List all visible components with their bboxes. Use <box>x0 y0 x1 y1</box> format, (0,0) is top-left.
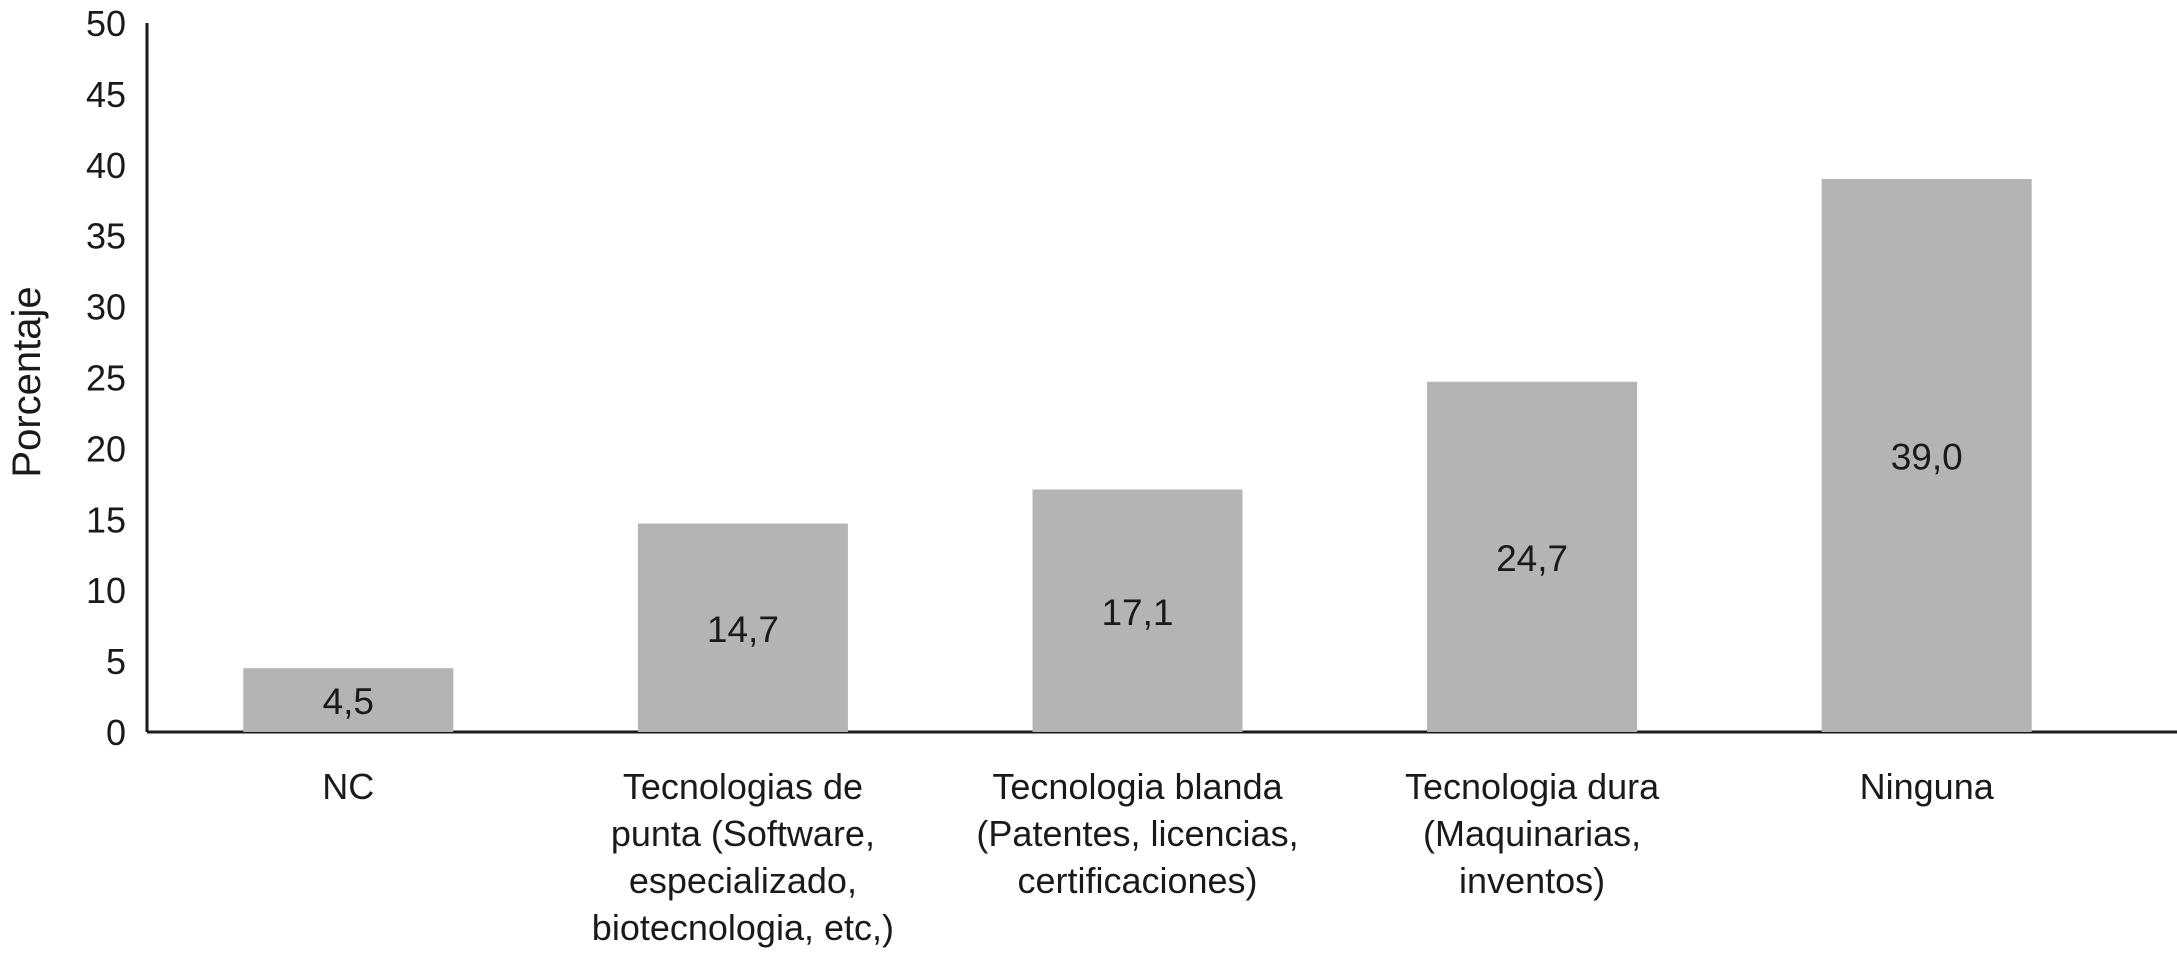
bar <box>243 668 454 732</box>
x-category-label-line: (Patentes, licencias, <box>976 813 1298 854</box>
x-category-label-line: inventos) <box>1459 860 1605 901</box>
bar <box>637 523 848 732</box>
data-label: 17,1 <box>1101 592 1173 633</box>
y-tick-label: 10 <box>86 570 126 611</box>
y-tick-label: 50 <box>86 3 126 44</box>
x-category-label-line: punta (Software, <box>611 813 875 854</box>
x-category-label-line: Ninguna <box>1860 766 1995 807</box>
x-category-label: Tecnologia blanda (Patentes, licencias, ce… <box>976 766 1298 901</box>
data-label: 24,7 <box>1496 538 1568 579</box>
x-category-label: NC <box>322 766 374 807</box>
y-tick-label: 35 <box>86 216 126 257</box>
x-category-label-line: Tecnologias de <box>623 766 863 807</box>
data-labels: 4,5 14,7 17,1 24,7 39,0 <box>323 436 1963 722</box>
bars <box>243 178 2032 733</box>
y-tick-label: 0 <box>106 712 126 753</box>
x-axis-category-labels: NC Tecnologias de punta (Software, especial… <box>322 766 1994 948</box>
y-tick-label: 20 <box>86 428 126 469</box>
y-tick-label: 25 <box>86 358 126 399</box>
y-tick-label: 30 <box>86 287 126 328</box>
x-category-label: Ninguna <box>1860 766 1995 807</box>
data-label: 4,5 <box>323 681 374 722</box>
data-label: 39,0 <box>1891 436 1963 477</box>
x-category-label-line: Tecnologia blanda <box>992 766 1283 807</box>
bar <box>1821 178 2032 733</box>
x-category-label-line: especializado, <box>629 860 857 901</box>
x-category-label-line: biotecnologia, etc,) <box>592 907 894 948</box>
y-axis-ticks: 0 5 10 15 20 25 30 35 40 45 50 <box>86 3 126 753</box>
y-tick-label: 40 <box>86 145 126 186</box>
data-label: 14,7 <box>707 609 779 650</box>
x-category-label-line: (Maquinarias, <box>1423 813 1641 854</box>
x-category-label-line: certificaciones) <box>1017 860 1257 901</box>
y-axis-title: Porcentaje <box>5 286 49 477</box>
y-tick-label: 5 <box>106 641 126 682</box>
x-category-label-line: NC <box>322 766 374 807</box>
x-category-label-line: Tecnologia dura <box>1405 766 1660 807</box>
x-category-label: Tecnologias de punta (Software, especializ… <box>592 766 894 948</box>
bar <box>1427 381 1638 732</box>
x-category-label: Tecnologia dura (Maquinarias, inventos) <box>1405 766 1660 901</box>
bar <box>1032 489 1243 732</box>
y-tick-label: 45 <box>86 74 126 115</box>
y-tick-label: 15 <box>86 499 126 540</box>
